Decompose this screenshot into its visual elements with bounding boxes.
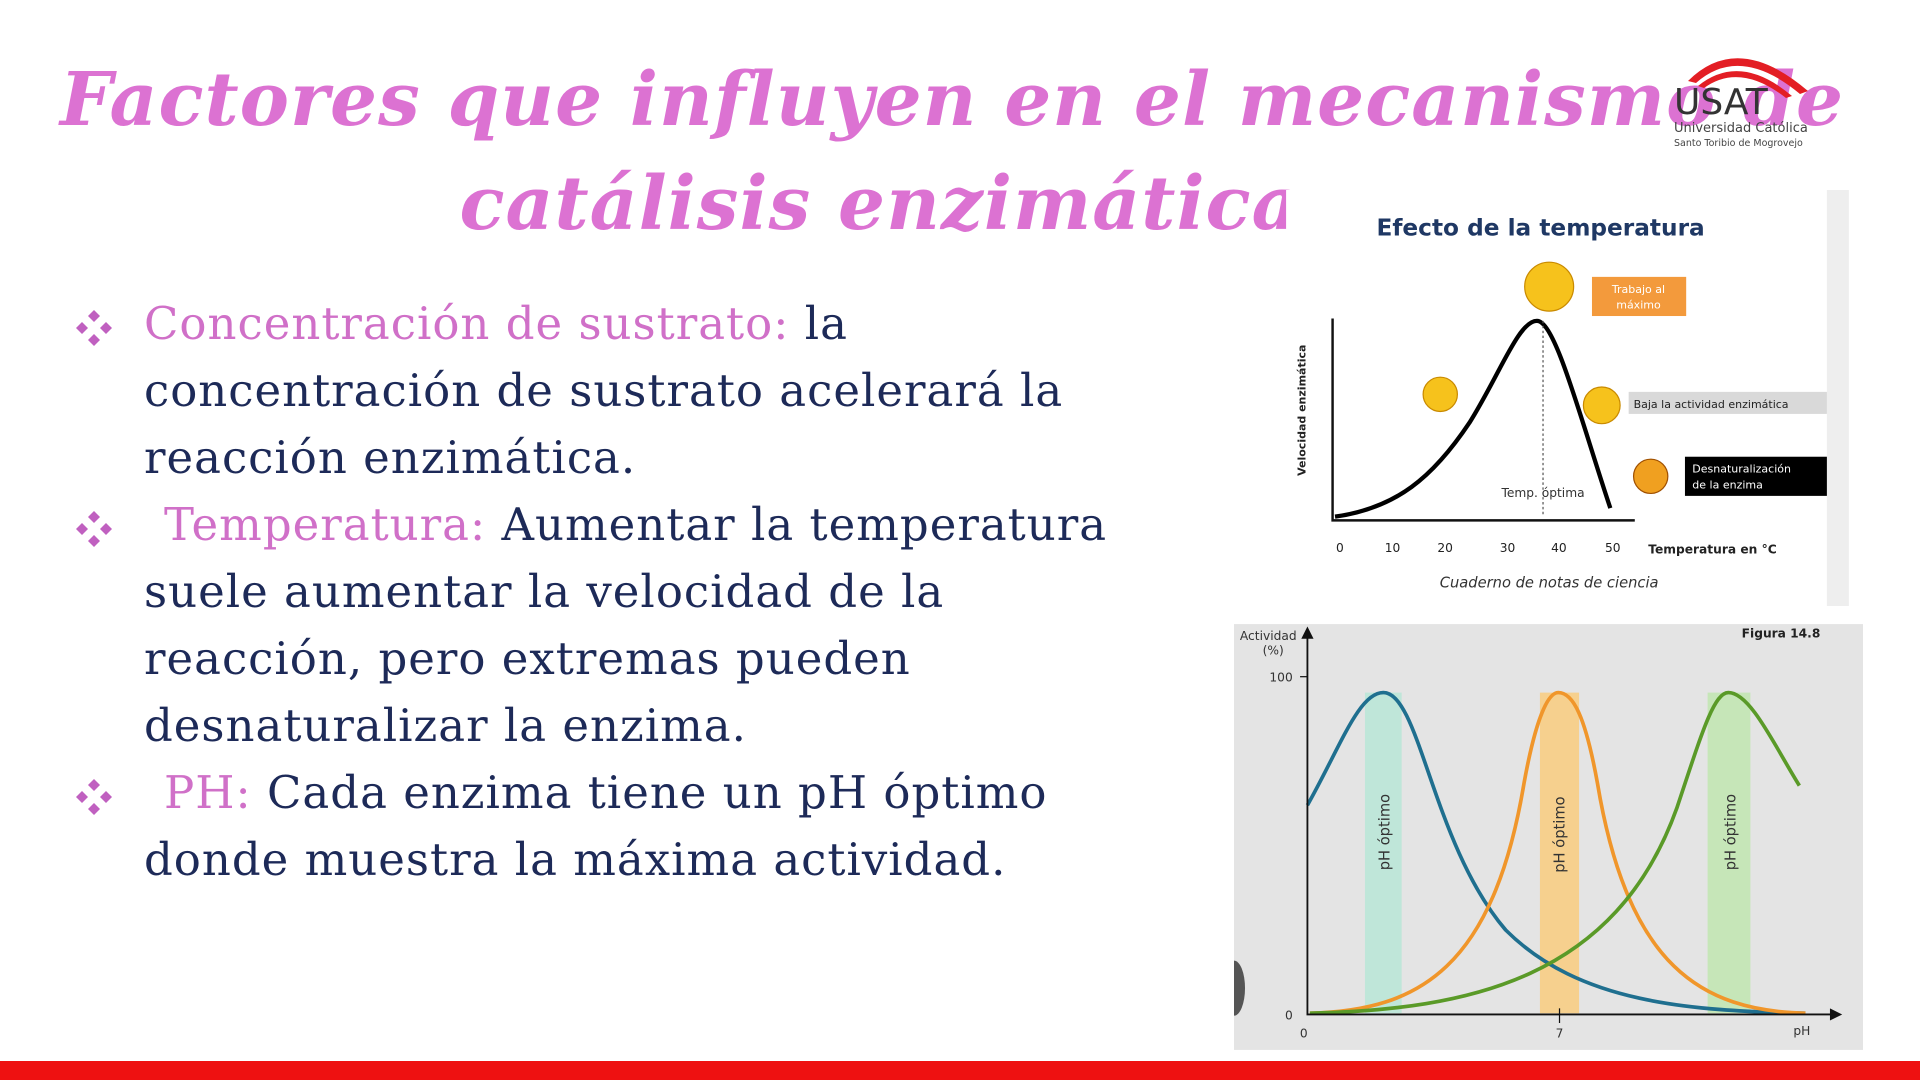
logo-arc — [1688, 58, 1808, 94]
ph-figure: Actividad (%) 100 0 0 7 pH Figura 14.8 p… — [1234, 624, 1863, 1050]
x-tick-label: 10 — [1385, 541, 1401, 555]
axis-label: Actividad — [1240, 629, 1297, 643]
y-tick-label: 100 — [1269, 671, 1292, 685]
axis-label: pH — [1793, 1024, 1810, 1038]
annotation: máximo — [1616, 299, 1661, 312]
bullet-icon — [76, 310, 112, 346]
figure-label: Figura 14.8 — [1742, 627, 1821, 641]
bullet-text: la concentración de sustrato acelerará l… — [144, 297, 1064, 484]
axis-label: Temperatura en °C — [1648, 542, 1776, 556]
bullet-icon — [76, 779, 112, 815]
bullet-list: Concentración de sustrato: la concentrac… — [70, 290, 1150, 893]
figure-title: Efecto de la temperatura — [1376, 214, 1704, 241]
curve — [1309, 690, 1801, 1016]
bullet-term: PH: — [164, 766, 252, 819]
emoji — [1632, 458, 1669, 495]
annotation: de la enzima — [1692, 479, 1763, 492]
x-tick-label: 40 — [1551, 541, 1567, 555]
band-label: pH óptimo — [1551, 796, 1568, 872]
bullet-term: Temperatura: — [164, 498, 487, 551]
annotation-box — [1591, 276, 1687, 317]
curve — [1334, 318, 1613, 519]
bullet-text: Cada enzima tiene un pH óptimo donde mue… — [144, 766, 1048, 886]
curve — [1305, 690, 1806, 1016]
logo-line: Universidad Católica — [1674, 121, 1808, 136]
x-tick-label: 20 — [1437, 541, 1453, 555]
logo-name: USAT — [1674, 82, 1769, 123]
band-label: pH óptimo — [1376, 794, 1393, 870]
logo-arc — [1698, 71, 1792, 98]
annotation: Desnaturalización — [1692, 463, 1791, 476]
emoji — [1524, 261, 1575, 312]
bullet: Concentración de sustrato: la concentrac… — [70, 290, 1150, 491]
title-line: catálisis enzimática — [459, 161, 1301, 247]
emoji — [1422, 376, 1458, 413]
curve — [1309, 690, 1806, 1016]
footer-bar — [0, 1061, 1920, 1080]
bullet-icon — [76, 511, 112, 547]
annotation-box — [1628, 391, 1827, 414]
emoji — [1582, 386, 1621, 425]
axis-label: Velocidad enzimática — [1296, 345, 1309, 476]
x-tick-label: 0 — [1300, 1027, 1308, 1041]
y-tick-label: 0 — [1285, 1008, 1293, 1022]
x-tick-label: 50 — [1605, 541, 1621, 555]
caption: Cuaderno de notas de ciencia — [1440, 575, 1659, 592]
bullet: PH: Cada enzima tiene un pH óptimo donde… — [70, 759, 1150, 893]
x-tick-label: 0 — [1336, 541, 1344, 555]
axes — [1306, 636, 1837, 1016]
optimum-band — [1364, 692, 1402, 1014]
logo: USAT Universidad Católica Santo Toribio … — [1674, 58, 1808, 149]
title-line: Factores que influyen en el mecanismo de — [60, 57, 1845, 143]
temperature-figure: Efecto de la temperatura Velocidad enzim… — [1286, 190, 1849, 606]
x-tick-label: 30 — [1500, 541, 1516, 555]
bullet-term: Concentración de sustrato: — [144, 297, 790, 350]
annotation: Baja la actividad enzimática — [1634, 398, 1789, 411]
optimum-band — [1707, 692, 1751, 1014]
bullet-text: Aumentar la temperatura suele aumentar l… — [144, 498, 1108, 752]
slide-title: Factores que influyen en el mecanismo de… — [60, 48, 1845, 256]
annotation: Trabajo al — [1611, 283, 1665, 296]
annotation-box — [1684, 456, 1827, 496]
bullet: Temperatura: Aumentar la temperatura sue… — [70, 491, 1150, 759]
band-label: pH óptimo — [1723, 794, 1740, 870]
x-tick-label: 7 — [1556, 1027, 1564, 1041]
axes — [1331, 318, 1635, 522]
logo-line: Santo Toribio de Mogrovejo — [1674, 138, 1803, 149]
annotation: Temp. óptima — [1500, 486, 1584, 500]
axis-label: (%) — [1263, 644, 1284, 658]
